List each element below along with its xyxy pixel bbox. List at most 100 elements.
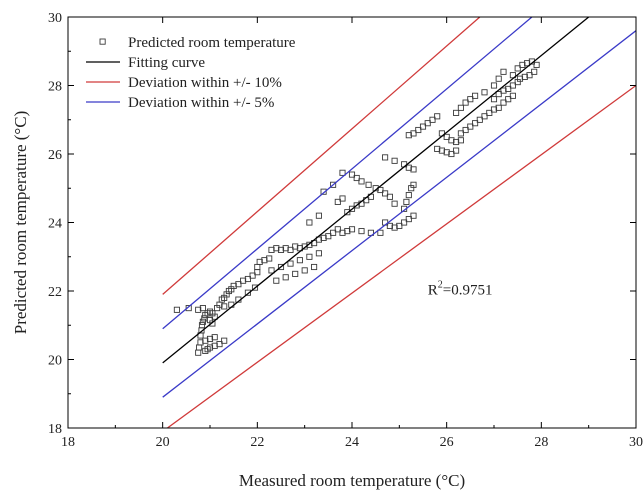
- data-point: [410, 181, 417, 188]
- data-point: [509, 92, 516, 99]
- data-point: [339, 195, 346, 202]
- data-point: [365, 181, 372, 188]
- x-tick-label: 18: [61, 435, 75, 450]
- data-point: [254, 263, 261, 271]
- data-point: [320, 188, 327, 195]
- data-point: [211, 334, 218, 341]
- data-point: [235, 281, 242, 288]
- data-point: [268, 267, 275, 274]
- data-point: [277, 263, 285, 271]
- data-point: [495, 75, 502, 82]
- data-point: [424, 120, 431, 127]
- data-point: [315, 250, 322, 257]
- data-point: [410, 130, 417, 137]
- data-point: [230, 282, 237, 289]
- data-point: [315, 212, 322, 219]
- data-point: [273, 245, 280, 252]
- data-point: [500, 87, 507, 94]
- data-point: [505, 85, 512, 92]
- data-point: [198, 322, 206, 329]
- data-point: [462, 126, 469, 134]
- data-point: [244, 275, 251, 283]
- data-point: [490, 82, 498, 89]
- data-point: [353, 174, 360, 182]
- data-point: [457, 130, 464, 137]
- data-point: [196, 344, 203, 351]
- series-line-deviation-within-5-4: [162, 17, 533, 330]
- series-line-fitting-curve-1: [162, 17, 590, 364]
- data-point: [457, 104, 464, 111]
- data-point: [211, 313, 218, 320]
- data-point: [344, 228, 351, 235]
- data-point: [348, 205, 356, 212]
- data-point: [505, 96, 512, 103]
- data-point: [287, 260, 294, 267]
- data-point: [173, 306, 180, 313]
- legend-label: Deviation within +/- 5%: [128, 95, 274, 111]
- data-point: [202, 337, 209, 344]
- data-point: [453, 109, 460, 116]
- data-point: [325, 233, 332, 240]
- data-point: [386, 222, 393, 229]
- data-point: [382, 190, 389, 197]
- data-point: [348, 226, 356, 233]
- data-point: [209, 320, 216, 327]
- data-point: [296, 257, 303, 264]
- data-point: [453, 147, 460, 154]
- data-point: [282, 274, 289, 281]
- legend-item: Predicted room temperature: [99, 35, 296, 51]
- data-point: [500, 68, 507, 75]
- data-point: [519, 61, 526, 68]
- data-point: [434, 113, 441, 120]
- data-point: [221, 303, 228, 310]
- y-tick-label: 20: [48, 354, 62, 369]
- legend-item: Deviation within +/- 5%: [86, 95, 274, 111]
- x-tick-label: 26: [440, 435, 454, 450]
- data-point: [405, 216, 412, 223]
- data-point: [292, 243, 299, 250]
- r-squared-superscript: 2: [438, 279, 443, 290]
- plot-area: [162, 17, 636, 428]
- legend-marker: [99, 38, 106, 45]
- data-point: [244, 289, 251, 296]
- data-point: [500, 99, 507, 106]
- data-point: [330, 229, 337, 236]
- series-group: [162, 17, 636, 428]
- data-point: [277, 246, 285, 253]
- data-point: [462, 99, 469, 106]
- data-point: [216, 341, 223, 348]
- series-line-deviation-within-5-5: [162, 30, 636, 398]
- data-point: [287, 246, 294, 253]
- data-point: [221, 337, 228, 344]
- x-tick-label: 20: [156, 435, 170, 450]
- r-squared-annotation: R2=0.9751: [428, 279, 493, 298]
- data-point: [377, 186, 384, 194]
- data-point: [306, 253, 313, 260]
- x-tick-label: 30: [629, 435, 643, 450]
- data-point: [481, 89, 488, 96]
- data-point: [467, 123, 474, 130]
- data-point: [306, 241, 313, 248]
- data-point: [419, 123, 427, 130]
- data-point: [526, 72, 533, 79]
- y-tick-label: 28: [48, 80, 62, 95]
- data-point: [533, 61, 540, 68]
- data-point: [401, 219, 408, 226]
- data-point: [256, 258, 263, 265]
- legend: Predicted room temperature Fitting curve D…: [86, 35, 296, 111]
- data-point: [195, 349, 202, 356]
- data-point: [457, 137, 464, 144]
- x-tick-label: 24: [345, 435, 359, 450]
- legend-item: Fitting curve: [86, 55, 205, 71]
- data-point: [495, 91, 502, 98]
- data-point: [403, 198, 410, 205]
- data-point: [405, 132, 412, 139]
- data-point: [251, 284, 259, 291]
- data-point: [486, 109, 493, 116]
- data-point: [521, 73, 528, 80]
- data-point: [391, 200, 398, 207]
- series-line-deviation-within-10-3: [167, 84, 636, 428]
- data-point: [348, 171, 356, 178]
- data-point: [509, 82, 516, 89]
- y-tick-label: 22: [48, 285, 62, 300]
